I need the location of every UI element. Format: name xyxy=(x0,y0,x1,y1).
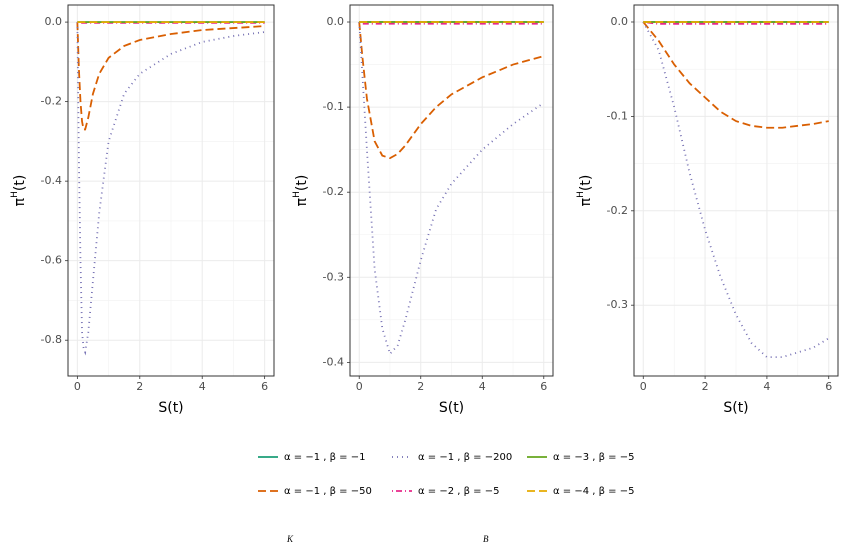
x-tick-label: 6 xyxy=(540,380,547,393)
y-tick-label: -0.3 xyxy=(323,270,344,283)
x-tick-label: 4 xyxy=(199,380,206,393)
y-axis-title: πH(t) xyxy=(10,175,29,207)
y-tick-label: -0.2 xyxy=(323,185,344,198)
y-tick-label: -0.6 xyxy=(41,254,62,267)
x-tick-label: 0 xyxy=(74,380,81,393)
y-tick-label: -0.4 xyxy=(323,355,344,368)
x-axis-title: S(t) xyxy=(723,400,748,416)
y-axis-title-base: π xyxy=(12,197,28,206)
legend-label: α = −3 , β = −5 xyxy=(553,452,634,463)
y-tick-label: 0.0 xyxy=(45,15,63,28)
footer-fragment: B xyxy=(483,534,489,544)
series-line xyxy=(643,21,829,25)
y-tick-label: -0.2 xyxy=(607,204,628,217)
x-tick-label: 6 xyxy=(825,380,832,393)
series-line xyxy=(642,21,830,359)
legend-label: α = −1 , β = −200 xyxy=(418,452,512,463)
y-axis-title-sup: H xyxy=(576,191,586,198)
legend-label: α = −1 , β = −1 xyxy=(284,452,365,463)
series-line xyxy=(358,21,545,160)
legend-label: α = −2 , β = −5 xyxy=(418,486,499,497)
legend-label: α = −1 , β = −50 xyxy=(284,486,372,497)
y-tick-label: -0.2 xyxy=(41,95,62,108)
legend-label: α = −4 , β = −5 xyxy=(553,486,634,497)
y-axis-title-rest: (t) xyxy=(578,175,594,191)
series-line xyxy=(358,21,544,25)
x-tick-label: 4 xyxy=(763,380,770,393)
y-axis-title-base: π xyxy=(578,197,594,206)
y-axis-title-rest: (t) xyxy=(294,175,310,191)
x-axis-title: S(t) xyxy=(439,400,464,416)
x-tick-label: 4 xyxy=(479,380,486,393)
x-tick-label: 0 xyxy=(640,380,647,393)
panel-border xyxy=(349,4,554,377)
panel-border xyxy=(67,4,275,377)
y-axis-title-sup: H xyxy=(10,191,20,198)
x-tick-label: 0 xyxy=(356,380,363,393)
x-tick-label: 2 xyxy=(136,380,143,393)
panel-border xyxy=(633,4,839,377)
y-axis-title-rest: (t) xyxy=(12,175,28,191)
x-tick-label: 6 xyxy=(261,380,268,393)
y-tick-label: 0.0 xyxy=(327,15,345,28)
y-tick-label: -0.8 xyxy=(41,333,62,346)
y-tick-label: -0.1 xyxy=(607,109,628,122)
x-tick-label: 2 xyxy=(417,380,424,393)
y-tick-label: -0.4 xyxy=(41,174,62,187)
y-axis-title: πH(t) xyxy=(576,175,595,207)
y-tick-label: -0.3 xyxy=(607,298,628,311)
y-tick-label: -0.1 xyxy=(323,100,344,113)
y-axis-title: πH(t) xyxy=(292,175,311,207)
x-axis-title: S(t) xyxy=(158,400,183,416)
y-axis-title-sup: H xyxy=(292,191,302,198)
y-axis-title-base: π xyxy=(294,197,310,206)
x-tick-label: 2 xyxy=(702,380,709,393)
footer-fragment: K xyxy=(286,534,294,544)
series-line xyxy=(642,21,829,129)
series-line xyxy=(76,22,265,131)
y-tick-label: 0.0 xyxy=(611,15,629,28)
